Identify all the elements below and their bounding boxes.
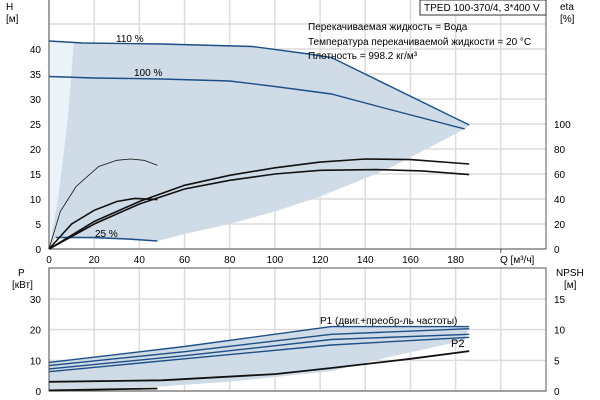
curve-label-100: 100 % xyxy=(134,68,162,79)
y2-tick-label: 40 xyxy=(554,195,566,206)
head-curve xyxy=(55,236,158,242)
y2-tick-label: 20 xyxy=(554,220,566,231)
y-tick-label: 0 xyxy=(35,387,41,398)
power-curve xyxy=(48,325,470,364)
x-tick-label: 40 xyxy=(134,255,146,266)
y2-tick-label: 80 xyxy=(554,145,566,156)
title-box xyxy=(419,0,547,16)
info-temperature: Температура перекачиваемой жидкости = 20… xyxy=(308,37,531,48)
x-tick-label: 100 xyxy=(267,255,284,266)
x-tick-label: 0 xyxy=(46,255,52,266)
y-tick-label: 20 xyxy=(30,145,42,156)
p-axis-unit: [кВт] xyxy=(12,280,33,291)
y-tick-label: 20 xyxy=(30,326,42,337)
x-tick-label: 180 xyxy=(447,255,464,266)
chart-title: TPED 100-370/4, 3*400 V xyxy=(424,3,540,14)
power-chart: 0 10 20 30 0 5 10 15 xyxy=(30,267,566,398)
info-fluid: Перекачиваемая жидкость = Вода xyxy=(308,22,468,33)
curve-label-110: 110 % xyxy=(116,34,144,45)
x-tick-label: 140 xyxy=(357,255,374,266)
plot-frame xyxy=(48,267,547,392)
npsh-axis-unit: [м] xyxy=(564,280,577,291)
y-tick-label: 40 xyxy=(30,45,42,56)
operating-area xyxy=(49,42,470,249)
npsh-curve xyxy=(48,387,158,392)
x-tick-label: 60 xyxy=(179,255,191,266)
eta-axis-label: eta xyxy=(560,2,574,13)
y2-tick-label: 0 xyxy=(554,387,560,398)
curve-label-25: 25 % xyxy=(95,229,118,240)
y2-tick-label: 10 xyxy=(554,326,566,337)
y-tick-label: 0 xyxy=(35,245,41,256)
head-curve xyxy=(48,75,465,130)
x-tick-label: 20 xyxy=(89,255,101,266)
info-density: Плотность = 998.2 кг/м³ xyxy=(308,51,418,62)
efficiency-curve xyxy=(48,168,470,250)
efficiency-curve xyxy=(48,197,158,250)
npsh-axis-label: NPSH xyxy=(556,268,584,279)
head-curve xyxy=(48,40,470,126)
power-curve xyxy=(48,333,470,370)
y-tick-label: 10 xyxy=(30,195,42,206)
y-tick-label: 30 xyxy=(30,295,42,306)
x-tick-label: 80 xyxy=(224,255,236,266)
p1-label: P1 (двиг.+преобр-ль частоты) xyxy=(320,315,457,327)
efficiency-curve xyxy=(48,158,470,250)
eta-axis-unit: [%] xyxy=(560,14,575,25)
y-tick-label: 5 xyxy=(35,220,41,231)
x-tick-label: 160 xyxy=(402,255,419,266)
y-tick-label: 10 xyxy=(30,356,42,367)
y2-tick-label: 15 xyxy=(554,295,566,306)
npsh-curve xyxy=(48,350,470,383)
p2-label: P2 xyxy=(451,338,464,350)
operating-area-light xyxy=(49,41,74,249)
head-chart: 0 20 40 60 80 100 120 140 160 180 0 5 10 15 20 25 30 35 40… xyxy=(30,0,571,266)
h-axis-label: H xyxy=(6,2,13,13)
h-axis-unit: [м] xyxy=(6,14,19,25)
y-tick-label: 15 xyxy=(30,170,42,181)
p-axis-label: P xyxy=(18,268,25,279)
power-curve xyxy=(48,328,470,367)
y2-tick-label: 60 xyxy=(554,170,566,181)
x-tick-label: 120 xyxy=(312,255,329,266)
y2-tick-label: 5 xyxy=(554,356,560,367)
y2-tick-label: 100 xyxy=(554,120,571,131)
q-axis-label: Q [м³/ч] xyxy=(500,255,535,266)
y-tick-label: 25 xyxy=(30,120,42,131)
power-curve xyxy=(48,336,470,373)
y-tick-label: 35 xyxy=(30,70,42,81)
y2-tick-label: 0 xyxy=(554,245,560,256)
y-tick-label: 30 xyxy=(30,95,42,106)
efficiency-curve xyxy=(48,158,158,250)
